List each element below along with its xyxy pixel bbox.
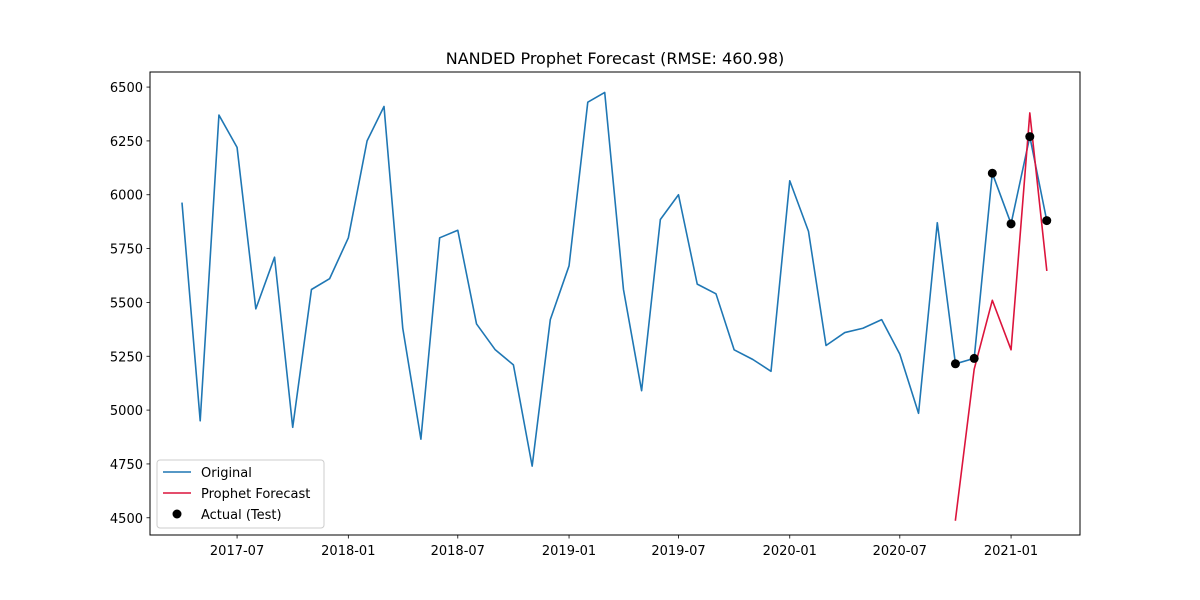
x-tick-label: 2021-01 (984, 544, 1038, 559)
y-tick-label: 5750 (110, 243, 143, 258)
chart-title: NANDED Prophet Forecast (RMSE: 460.98) (446, 49, 785, 68)
legend-actual-test-label: Actual (Test) (201, 508, 282, 523)
actual-test-point (969, 353, 979, 363)
y-tick-label: 5000 (110, 404, 143, 419)
original-line (181, 91, 1048, 467)
y-tick-label: 4750 (110, 458, 143, 473)
x-tick-label: 2019-01 (542, 544, 596, 559)
legend-original-label: Original (201, 466, 252, 481)
plot-area: 4500 4750 5000 5250 5500 5750 6000 6250 6500 2017… (110, 81, 1052, 559)
actual-test-point (950, 359, 960, 369)
x-tick-label: 2019-07 (651, 544, 705, 559)
legend-box (156, 459, 325, 529)
y-tick-label: 5500 (110, 296, 143, 311)
actual-test-point (1025, 132, 1035, 142)
y-tick-label: 5250 (110, 350, 143, 365)
plot-frame (149, 71, 1081, 536)
x-tick-label: 2020-07 (873, 544, 927, 559)
x-tick-label: 2018-01 (321, 544, 375, 559)
x-tick-label: 2020-01 (763, 544, 817, 559)
y-tick-label: 6250 (110, 135, 143, 150)
x-tick-label: 2017-07 (210, 544, 264, 559)
actual-test-point (987, 168, 997, 178)
y-tick-label: 4500 (110, 512, 143, 527)
x-tick-label: 2018-07 (431, 544, 485, 559)
legend-prophet-forecast-label: Prophet Forecast (201, 487, 310, 502)
actual-test-point (1006, 219, 1016, 229)
y-tick-label: 6500 (110, 81, 143, 96)
legend: Original Prophet Forecast Actual (Test) (156, 459, 325, 529)
legend-actual-test-swatch (172, 509, 182, 519)
actual-test-point (1042, 216, 1052, 226)
y-tick-label: 6000 (110, 189, 143, 204)
